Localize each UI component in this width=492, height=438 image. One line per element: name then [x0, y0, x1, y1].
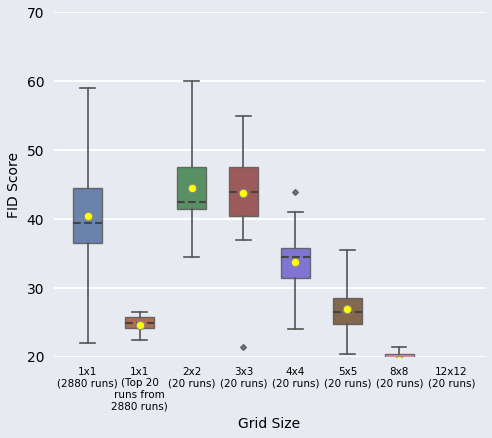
- Y-axis label: FID Score: FID Score: [7, 152, 21, 218]
- PathPatch shape: [333, 298, 362, 324]
- PathPatch shape: [229, 167, 258, 216]
- PathPatch shape: [73, 188, 102, 243]
- PathPatch shape: [125, 317, 154, 328]
- PathPatch shape: [385, 353, 414, 367]
- X-axis label: Grid Size: Grid Size: [239, 417, 301, 431]
- PathPatch shape: [281, 248, 310, 278]
- PathPatch shape: [437, 372, 465, 381]
- PathPatch shape: [177, 167, 206, 209]
